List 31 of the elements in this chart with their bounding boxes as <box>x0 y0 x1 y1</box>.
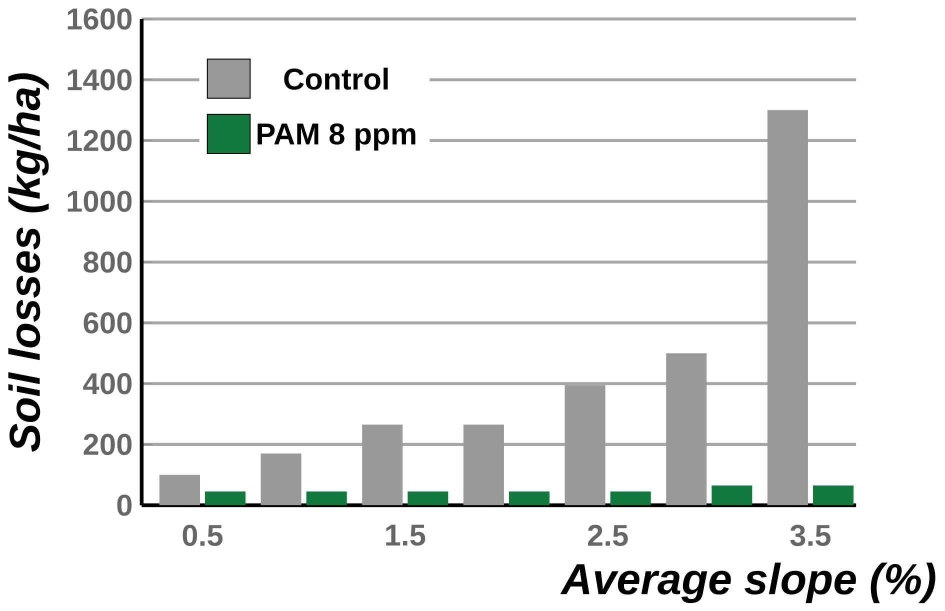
y-axis-title: Soil losses (kg/ha) <box>8 73 49 452</box>
x-axis-title: Average slope (%) <box>560 562 936 603</box>
bar <box>564 384 606 506</box>
x-tick-label: 1.5 <box>386 524 426 546</box>
y-tick-label: 1400 <box>68 68 132 90</box>
bar <box>159 474 200 506</box>
y-tick-label: 800 <box>84 251 132 273</box>
legend-label: Control <box>284 67 388 90</box>
bar <box>463 424 504 506</box>
bar <box>362 424 403 506</box>
y-tick-label: 600 <box>84 312 132 334</box>
legend-label: PAM 8 ppm <box>258 123 416 150</box>
bar <box>666 353 707 506</box>
bar <box>610 491 651 506</box>
y-tick-label: 400 <box>83 372 132 394</box>
x-tick-label: 0.5 <box>182 524 223 546</box>
x-tick-label: 2.5 <box>588 524 628 546</box>
bar <box>260 453 302 506</box>
bar <box>712 485 752 506</box>
y-tick-label: 200 <box>84 434 132 455</box>
y-tick-label: 0 <box>117 494 132 516</box>
bar <box>306 491 347 506</box>
y-tick-label: 1200 <box>68 130 132 151</box>
bar <box>767 110 808 506</box>
y-tick-label: 1600 <box>68 8 132 30</box>
bar <box>812 485 854 506</box>
bar <box>508 491 550 506</box>
bar <box>204 491 246 506</box>
x-tick-label: 3.5 <box>790 524 831 546</box>
y-tick-label: 1000 <box>68 190 132 212</box>
bar <box>408 491 448 506</box>
